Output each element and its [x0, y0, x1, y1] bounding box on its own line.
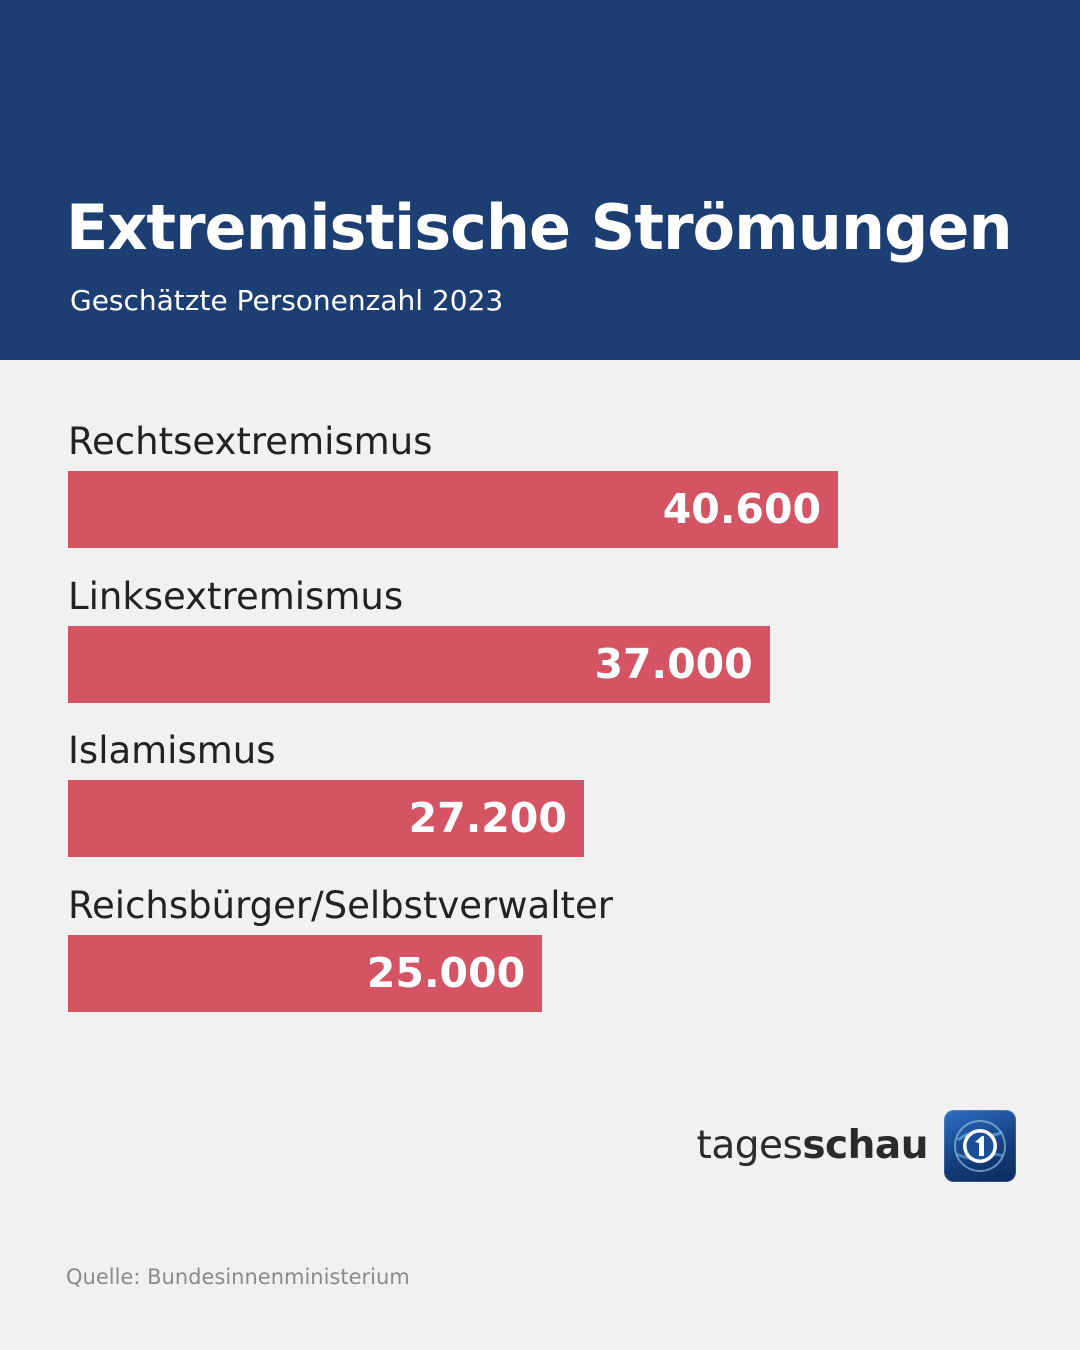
chart-subtitle: Geschätzte Personenzahl 2023 [70, 284, 504, 317]
bar: 27.200 [68, 780, 584, 857]
tagesschau-logo-icon [944, 1110, 1016, 1182]
bar-chart: Rechtsextremismus 40.600 Linksextremismus 3… [68, 420, 838, 1012]
bar-value-label: 25.000 [366, 948, 526, 997]
bar-value-label: 37.000 [594, 639, 753, 688]
category-label: Islamismus [68, 729, 276, 772]
category-label: Rechtsextremismus [68, 420, 433, 463]
bar: 37.000 [68, 625, 770, 703]
source-note: Quelle: Bundesinnenministerium [66, 1265, 410, 1289]
category-label: Reichsbürger/Selbstverwalter [68, 883, 613, 927]
bar: 25.000 [68, 934, 543, 1012]
chart-title: Extremistische Strömungen [66, 191, 1013, 264]
category-label: Linksextremismus [68, 574, 404, 618]
brand-wordmark: tagesschau [696, 1118, 929, 1174]
brand-wordmark-regular: tages [696, 1123, 803, 1168]
bar: 40.600 [68, 471, 838, 548]
bar-value-label: 40.600 [662, 485, 821, 533]
header-banner: Extremistische Strömungen Geschätzte Per… [0, 0, 1080, 360]
bar-value-label: 27.200 [408, 794, 567, 842]
brand-wordmark-bold: schau [802, 1123, 928, 1168]
